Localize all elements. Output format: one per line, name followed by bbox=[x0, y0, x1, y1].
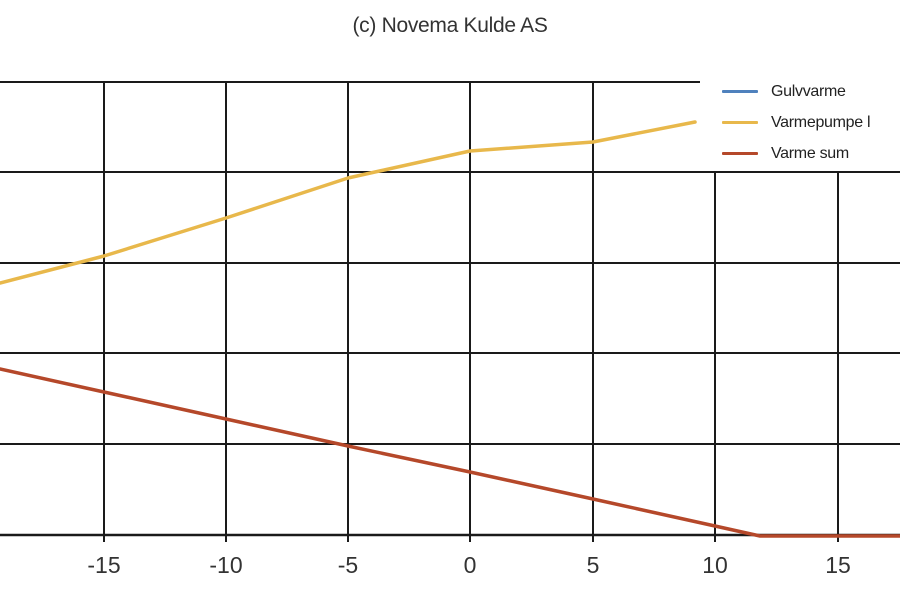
x-tick-label: -15 bbox=[87, 552, 121, 578]
vertical-gridlines bbox=[103, 82, 839, 542]
x-tick-label: -5 bbox=[337, 552, 359, 578]
x-tick-label: 0 bbox=[463, 552, 477, 578]
series-varme-sum-line bbox=[0, 367, 900, 538]
series-varmepumpe-line bbox=[0, 120, 697, 285]
legend-label: Varme sum bbox=[771, 144, 849, 162]
x-tick-label: 15 bbox=[825, 552, 851, 578]
x-tick-label: -10 bbox=[209, 552, 243, 578]
legend-swatch-red bbox=[722, 152, 758, 155]
chart-title: (c) Novema Kulde AS bbox=[352, 14, 548, 37]
legend-item-varmepumpe[interactable]: Varmepumpe l bbox=[722, 107, 900, 138]
x-tick-label: 10 bbox=[702, 552, 728, 578]
legend: Gulvvarme Varmepumpe l Varme sum bbox=[722, 76, 900, 169]
legend-item-varme-sum[interactable]: Varme sum bbox=[722, 138, 900, 169]
legend-label: Varmepumpe l bbox=[771, 113, 871, 131]
legend-item-gulvvarme[interactable]: Gulvvarme bbox=[722, 76, 900, 107]
legend-swatch-yellow bbox=[722, 121, 758, 124]
legend-swatch-blue bbox=[722, 90, 758, 93]
legend-label: Gulvvarme bbox=[771, 82, 846, 100]
horizontal-gridlines bbox=[0, 81, 900, 445]
x-tick-label: 5 bbox=[586, 552, 600, 578]
